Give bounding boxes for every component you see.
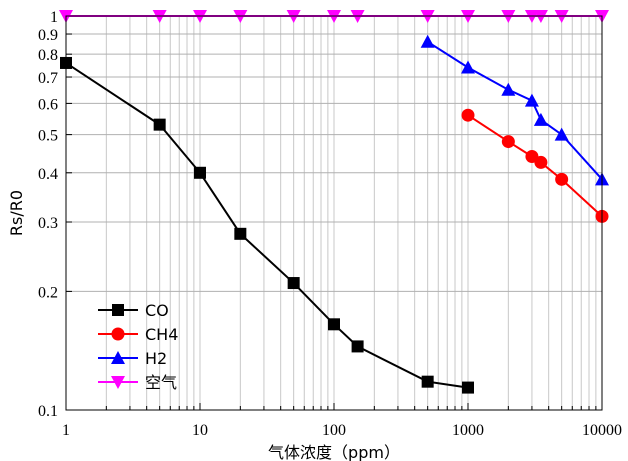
y-tick-label: 0.3 <box>38 215 58 232</box>
data-point-co <box>234 227 247 240</box>
data-point-co <box>328 318 340 331</box>
legend-item-co: CO <box>98 301 169 320</box>
data-point-h2 <box>420 34 435 48</box>
legend-label: H2 <box>145 349 167 368</box>
legend: CO CH4 H2 空气 <box>98 301 178 392</box>
y-tick-label: 0.7 <box>38 70 58 87</box>
series-line-h2 <box>427 40 603 180</box>
data-point-co <box>351 340 364 353</box>
data-point-h2 <box>461 60 475 74</box>
data-point-h2 <box>501 82 516 96</box>
data-point-ch4 <box>461 108 475 122</box>
x-axis-label: 气体浓度（ppm） <box>268 443 400 461</box>
legend-marker <box>112 304 124 316</box>
data-point-h2 <box>524 93 539 107</box>
legend-item-air: 空气 <box>98 373 177 392</box>
y-tick-label: 0.9 <box>38 27 58 44</box>
series-h2 <box>420 34 609 186</box>
data-point-ch4 <box>501 135 515 149</box>
data-point-h2 <box>554 127 569 141</box>
legend-item-h2: H2 <box>98 349 167 368</box>
legend-marker <box>111 376 125 389</box>
legend-marker <box>111 327 125 341</box>
data-point-co <box>462 381 474 394</box>
x-tick-label: 10 <box>192 422 208 439</box>
data-point-ch4 <box>534 155 548 169</box>
data-point-co <box>421 375 434 388</box>
series-line-ch4 <box>467 114 603 218</box>
y-tick-label: 0.2 <box>38 284 58 301</box>
y-tick-label: 1 <box>50 9 58 26</box>
x-tick-label: 100 <box>322 422 346 439</box>
x-tick-label: 10000 <box>582 422 622 439</box>
legend-label: CH4 <box>145 325 178 344</box>
legend-item-ch4: CH4 <box>98 325 178 344</box>
y-tick-label: 0.4 <box>38 166 58 183</box>
data-point-co <box>194 166 206 179</box>
legend-marker <box>111 351 125 364</box>
grid <box>66 16 602 410</box>
data-point-h2 <box>533 112 548 126</box>
x-tick-label: 1000 <box>452 422 484 439</box>
x-tick-label: 1 <box>62 422 70 439</box>
axis-ticks: 1 10 100 1000 10000 0.1 0.2 0.3 0.4 0.5 0.6 0.7 0.8 0… <box>38 9 622 439</box>
series-line-co <box>65 62 469 389</box>
data-point-ch4 <box>555 172 569 186</box>
y-tick-label: 0.5 <box>38 128 58 145</box>
legend-label: CO <box>145 301 169 320</box>
data-point-co <box>287 277 300 290</box>
data-point-co <box>153 118 166 131</box>
series-layer <box>59 10 609 394</box>
series-co <box>60 56 474 394</box>
y-axis-label: Rs/R0 <box>7 190 26 236</box>
y-tick-label: 0.1 <box>38 403 58 420</box>
legend-label: 空气 <box>145 373 177 392</box>
y-tick-label: 0.8 <box>38 47 58 64</box>
y-tick-label: 0.6 <box>38 96 58 113</box>
